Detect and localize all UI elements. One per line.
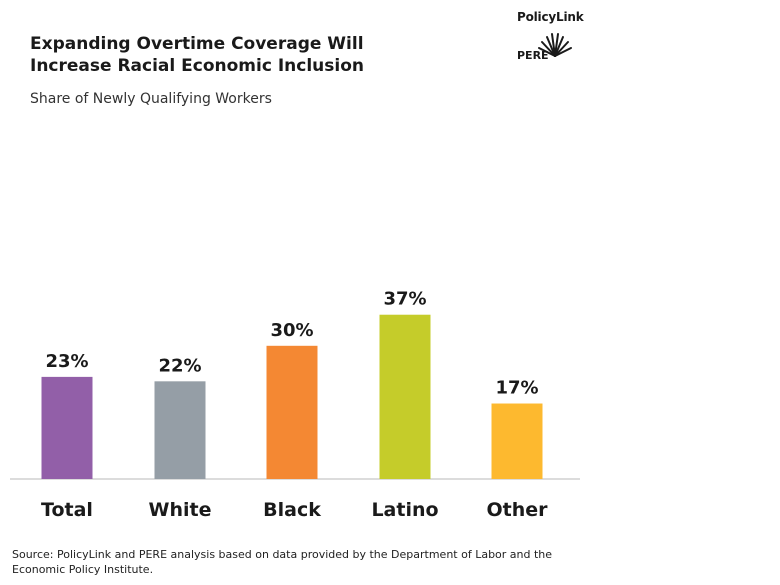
chart-title-line-1: Expanding Overtime Coverage Will [30,34,364,54]
category-label-latino: Latino [371,499,438,521]
bar-other [491,403,543,479]
category-label-total: Total [41,499,93,521]
logo-brand-text: PolicyLink [517,10,584,24]
sunburst-icon [538,33,572,57]
category-label-black: Black [263,499,321,521]
value-label-white: 22% [158,355,201,376]
bars-group [41,314,543,479]
value-labels-group: 23% 22% 30% 37% 17% [45,289,538,399]
chart-subtitle: Share of Newly Qualifying Workers [30,91,272,107]
value-label-black: 30% [270,320,313,341]
policylink-pere-logo: PolicyLink PERE [505,10,595,70]
bar-latino [379,314,431,479]
category-labels-group: Total White Black Latino Other [41,499,548,521]
bar-white [154,381,206,479]
value-label-latino: 37% [383,289,426,310]
source-note: Source: PolicyLink and PERE analysis bas… [12,547,612,577]
category-label-other: Other [486,499,548,521]
chart-title: Expanding Overtime Coverage Will Increas… [30,33,450,77]
category-label-white: White [149,499,212,521]
chart-title-line-2: Increase Racial Economic Inclusion [30,56,364,76]
source-line-2: Economic Policy Institute. [12,563,154,576]
source-line-1: Source: PolicyLink and PERE analysis bas… [12,548,553,561]
logo-sub-text: PERE [517,49,549,62]
bar-chart: 23% 22% 30% 37% 17% Total White Black Latino Oth… [10,289,580,521]
value-label-other: 17% [495,378,538,399]
bar-black [266,345,318,479]
value-label-total: 23% [45,351,88,372]
bar-total [41,376,93,479]
